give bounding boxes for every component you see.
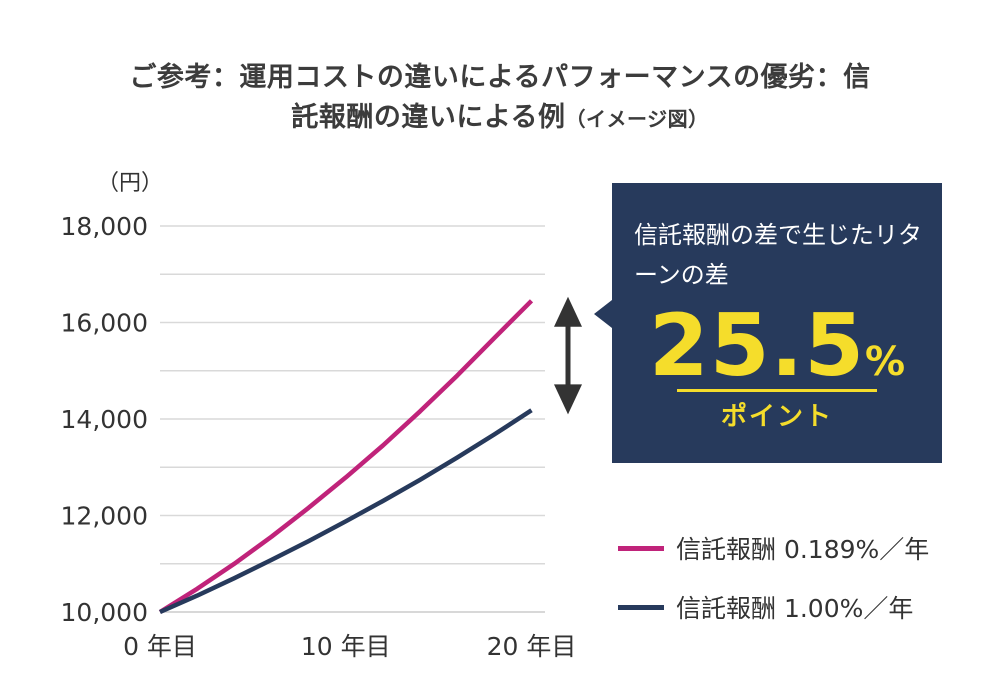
y-tick-label: 16,000 — [61, 309, 148, 338]
arrow-head-down — [554, 384, 582, 415]
y-tick-label: 18,000 — [61, 212, 148, 241]
title-line-2-main: 託報酬の違いによる例 — [291, 102, 566, 133]
legend-item-series-b: 信託報酬 1.00%／年 — [618, 587, 913, 627]
title-line-2: 託報酬の違いによる例（イメージ図） — [0, 98, 1000, 139]
grid-lines — [160, 225, 545, 613]
y-tick-label: 12,000 — [61, 502, 148, 531]
series-line-a — [158, 299, 534, 614]
x-axis: 0 年目 10 年目 20 年目 — [123, 632, 576, 661]
callout-unit: % — [865, 339, 906, 385]
series-line-b — [159, 408, 533, 615]
callout-value: 25.5% — [612, 298, 942, 394]
callout-text: 信託報酬の差で生じたリターンの差 — [634, 221, 922, 289]
legend-swatch-series-a — [618, 545, 664, 551]
legend-label-series-a: 信託報酬 0.189%／年 — [676, 535, 930, 564]
callout-sub-label: ポイント — [720, 402, 833, 432]
x-tick-label: 10 年目 — [301, 632, 391, 661]
title-note: （イメージ図） — [565, 107, 709, 131]
callout-number: 25.5 — [648, 296, 866, 396]
y-axis: （円） 10,000 12,000 14,000 16,000 18,000 — [61, 171, 164, 627]
series-lines — [158, 299, 534, 615]
legend-swatch-series-b — [618, 604, 664, 610]
callout-underline — [677, 389, 877, 392]
difference-callout: 信託報酬の差で生じたリターンの差 25.5% — [612, 183, 942, 463]
x-tick-label: 0 年目 — [123, 632, 197, 661]
title-line-1: ご参考：運用コストの違いによるパフォーマンスの優劣：信 — [129, 62, 871, 93]
y-axis-unit-label: （円） — [97, 171, 163, 196]
legend-label-series-b: 信託報酬 1.00%／年 — [676, 594, 914, 623]
y-tick-label: 14,000 — [61, 405, 148, 434]
x-tick-label: 20 年目 — [487, 632, 577, 661]
callout-pointer — [594, 300, 612, 328]
difference-arrow — [554, 296, 582, 415]
legend-item-series-a: 信託報酬 0.189%／年 — [618, 528, 929, 568]
chart-title: ご参考：運用コストの違いによるパフォーマンスの優劣：信 託報酬の違いによる例（イ… — [0, 58, 1000, 139]
arrow-head-up — [554, 296, 582, 327]
y-tick-label: 10,000 — [61, 598, 148, 627]
